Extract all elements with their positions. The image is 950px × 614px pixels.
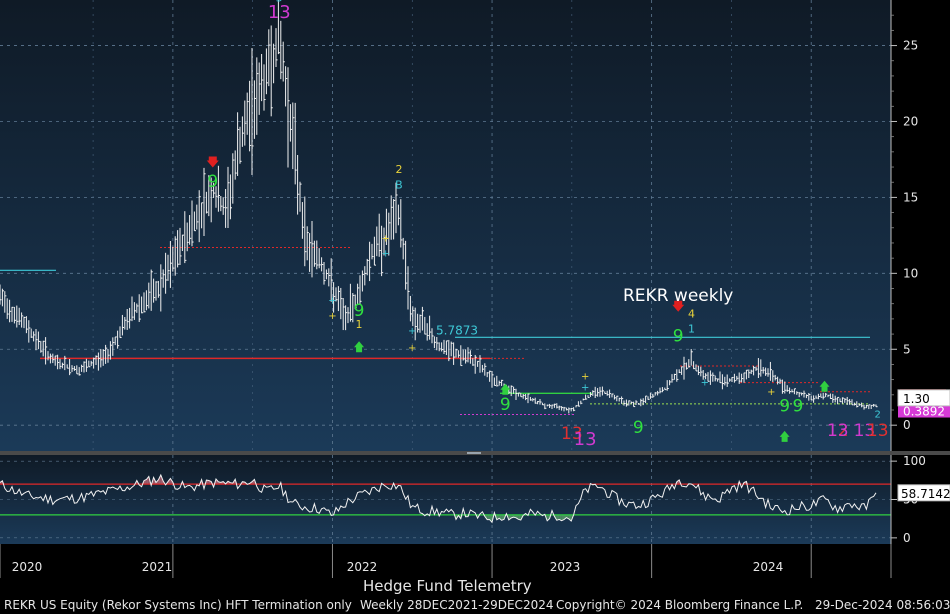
rsi-last-value-label: 58.7142 [901, 487, 950, 501]
buy-arrow-icon [779, 430, 790, 442]
rsi-line [0, 473, 877, 524]
x-axis-year-label: 2022 [347, 560, 378, 574]
last-price-magenta-tag [898, 404, 950, 418]
rsi-oversold-fill [547, 514, 550, 521]
td-sequential-marks: 51392B9191313c994199121313132++++++++++ [206, 0, 889, 466]
rsi-overbought-fill [146, 476, 149, 485]
panel-resize-handle[interactable] [467, 452, 481, 454]
buy-arrow-icon [354, 341, 365, 353]
last-price-tag-label: 1.30 [903, 392, 930, 406]
sell-arrow-icon [672, 300, 685, 312]
price-axis-tick-label: 15 [903, 190, 918, 204]
x-axis-year-label: 2020 [12, 560, 43, 574]
td-count-label: 13 [827, 421, 849, 441]
rsi-oversold-fill [494, 514, 497, 520]
td-count-label: 9 [633, 418, 644, 438]
plus-marker: + [581, 382, 589, 393]
resistance-line-label: 5.7873 [436, 323, 478, 337]
rsi-axis-tick-label: 0 [903, 531, 911, 545]
x-axis: 2020 2021 2022 2023 2024 [0, 544, 892, 578]
rsi-overbought-fill [206, 480, 209, 485]
td-count-label: 1 [688, 323, 695, 336]
x-axis-year-label: 2023 [550, 560, 581, 574]
rsi-oversold-fill [501, 514, 504, 521]
td-count-label: 12 [827, 421, 849, 441]
price-panel-background [0, 0, 891, 451]
plus-marker: + [328, 296, 336, 307]
td-count-label: B [395, 178, 403, 191]
td-count-label: 13 [561, 424, 583, 444]
td-count-label: 2 [875, 410, 881, 421]
rsi-oversold-fill [508, 514, 512, 520]
footer-caption: Hedge Fund Telemetry [363, 577, 532, 595]
plus-marker: + [381, 249, 389, 260]
price-panel: 5.7873 51392B9191313c994199121313132++++… [0, 0, 891, 466]
buy-arrow-icon [819, 380, 830, 392]
td-count-label: 9 [207, 172, 218, 192]
x-axis-year-label: 2024 [753, 560, 784, 574]
td-count-label: 13 [867, 421, 889, 441]
rsi-oversold-fill [568, 514, 572, 521]
td-count-label: 9 [792, 397, 803, 417]
last-price-magenta-tag-label: 0.3892 [903, 405, 945, 419]
price-level-lines: 5.7873 [0, 247, 870, 416]
plus-marker: + [408, 326, 416, 337]
footer-timestamp: 29-Dec-2024 08:56:03 [815, 598, 950, 612]
price-axis-tick-label: 5 [903, 342, 911, 356]
td-count-label: 9 [354, 301, 365, 321]
footer-security: REKR US Equity (Rekor Systems Inc) HFT T… [4, 598, 352, 612]
rsi-gridlines [0, 455, 891, 544]
price-axis-tick-label: 0 [903, 418, 911, 432]
rsi-axis-tick-label: 100 [903, 454, 926, 468]
rsi-axis: 05010058.7142 [890, 454, 950, 545]
td-count-label: 1 [356, 318, 363, 331]
price-axis-background [891, 0, 950, 451]
plus-marker: + [408, 343, 416, 354]
td-count-label: 5 [276, 0, 283, 5]
sell-arrow-icon [206, 156, 219, 168]
price-axis-tick-label: 25 [903, 39, 918, 53]
price-bars [0, 0, 878, 414]
rsi-oversold-fill [487, 514, 490, 520]
rsi-oversold-fill [561, 514, 564, 521]
td-count-label: 9 [673, 327, 684, 347]
plus-marker: + [381, 233, 389, 244]
rsi-oversold-fill [556, 514, 560, 521]
price-axis-tick-label: 10 [903, 266, 918, 280]
rsi-oversold-fill [564, 514, 567, 520]
x-axis-background [0, 544, 950, 580]
rsi-line-group [0, 473, 891, 524]
td-count-label: 2 [395, 163, 402, 176]
footer-period: Weekly 28DEC2021-29DEC2024 [360, 598, 553, 612]
plus-marker: + [581, 372, 589, 383]
td-count-label: 13 [574, 429, 597, 450]
td-count-label: 9 [779, 397, 790, 417]
plus-marker: + [701, 378, 709, 389]
rsi-oversold-fill [499, 514, 502, 521]
rsi-oversold-fill [489, 514, 492, 523]
plus-marker: + [328, 311, 336, 322]
td-count-label: 13 [854, 421, 876, 441]
price-axis-tick-label: 20 [903, 114, 918, 128]
rsi-oversold-fill [518, 514, 521, 520]
buy-arrow-icon [500, 383, 511, 395]
td-count-label: 4 [688, 307, 695, 320]
price-gridlines [0, 0, 891, 451]
footer: Hedge Fund Telemetry REKR US Equity (Rek… [4, 577, 950, 612]
footer-copyright: Copyright© 2024 Bloomberg Finance L.P. [556, 598, 803, 612]
plus-marker: + [767, 387, 775, 398]
last-price-tag [897, 389, 950, 407]
rsi-panel [0, 455, 891, 544]
td-count-label: 13 [268, 2, 291, 23]
td-count-label: 9 [500, 395, 511, 415]
rsi-last-value-tag [897, 484, 950, 502]
chart-title: REKR weekly [623, 286, 733, 306]
x-axis-year-label: 2021 [142, 560, 173, 574]
